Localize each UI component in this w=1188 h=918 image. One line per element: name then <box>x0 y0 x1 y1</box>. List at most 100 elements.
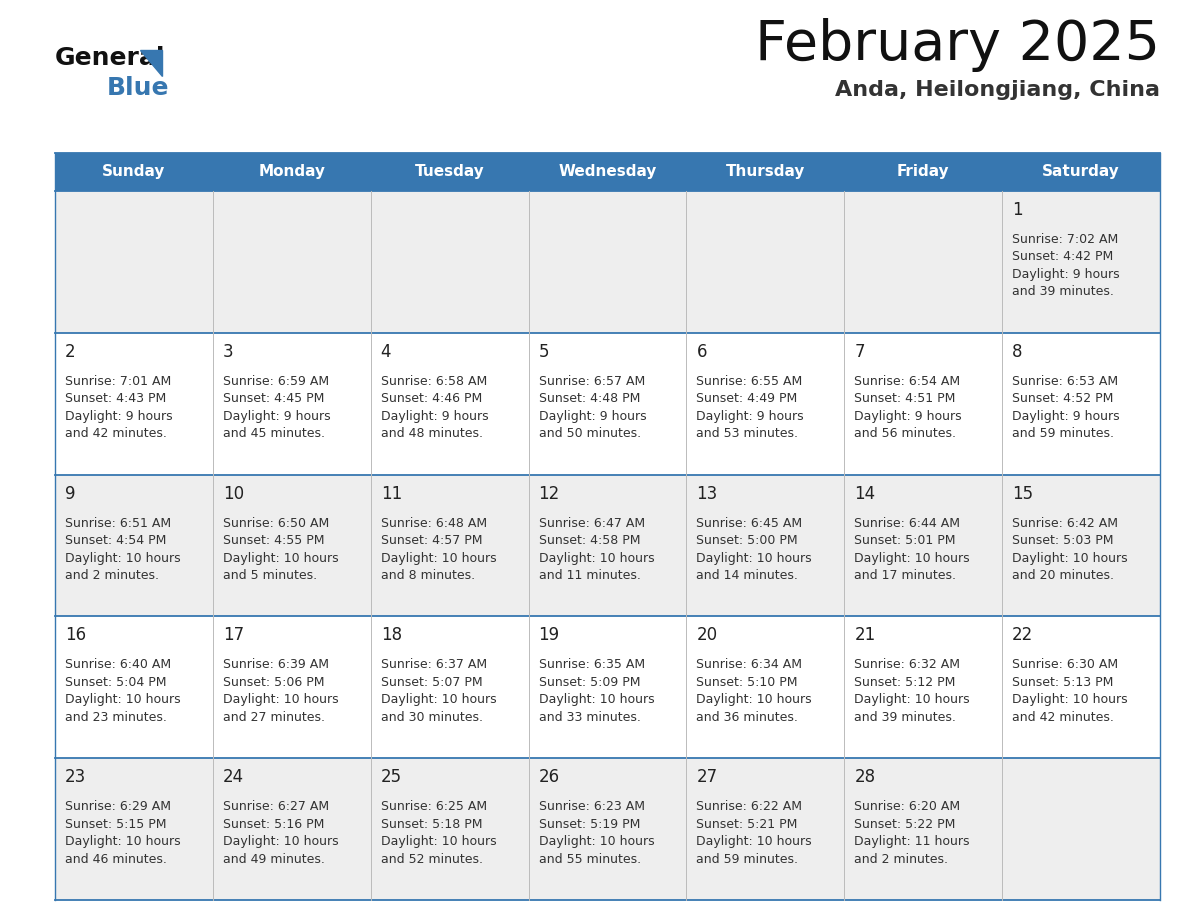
Text: Sunset: 4:45 PM: Sunset: 4:45 PM <box>223 392 324 406</box>
Text: and 2 minutes.: and 2 minutes. <box>65 569 159 582</box>
Text: and 5 minutes.: and 5 minutes. <box>223 569 317 582</box>
Text: 23: 23 <box>65 768 87 786</box>
Text: Daylight: 10 hours: Daylight: 10 hours <box>380 552 497 565</box>
Text: and 49 minutes.: and 49 minutes. <box>223 853 324 866</box>
Text: Daylight: 9 hours: Daylight: 9 hours <box>65 409 172 423</box>
Text: and 48 minutes.: and 48 minutes. <box>380 427 482 441</box>
Text: Sunset: 5:04 PM: Sunset: 5:04 PM <box>65 676 166 688</box>
Text: Sunrise: 6:47 AM: Sunrise: 6:47 AM <box>538 517 645 530</box>
Text: 22: 22 <box>1012 626 1034 644</box>
Text: 16: 16 <box>65 626 86 644</box>
Text: Sunrise: 6:35 AM: Sunrise: 6:35 AM <box>538 658 645 671</box>
Text: Sunset: 5:00 PM: Sunset: 5:00 PM <box>696 534 798 547</box>
Text: Sunset: 5:09 PM: Sunset: 5:09 PM <box>538 676 640 688</box>
Text: and 23 minutes.: and 23 minutes. <box>65 711 166 724</box>
Text: Daylight: 10 hours: Daylight: 10 hours <box>538 693 655 706</box>
Text: Sunset: 5:15 PM: Sunset: 5:15 PM <box>65 818 166 831</box>
Text: Sunrise: 6:55 AM: Sunrise: 6:55 AM <box>696 375 803 387</box>
Text: 24: 24 <box>223 768 244 786</box>
Text: Sunrise: 6:44 AM: Sunrise: 6:44 AM <box>854 517 960 530</box>
Text: Sunrise: 6:29 AM: Sunrise: 6:29 AM <box>65 800 171 813</box>
Text: and 42 minutes.: and 42 minutes. <box>65 427 166 441</box>
Text: Sunset: 5:13 PM: Sunset: 5:13 PM <box>1012 676 1113 688</box>
Bar <box>55 333 1159 475</box>
Text: Daylight: 10 hours: Daylight: 10 hours <box>380 693 497 706</box>
Text: 4: 4 <box>380 342 391 361</box>
Text: Sunset: 4:48 PM: Sunset: 4:48 PM <box>538 392 640 406</box>
Text: 1: 1 <box>1012 201 1023 219</box>
Text: 28: 28 <box>854 768 876 786</box>
Text: Sunset: 4:58 PM: Sunset: 4:58 PM <box>538 534 640 547</box>
Text: Sunset: 4:54 PM: Sunset: 4:54 PM <box>65 534 166 547</box>
Text: and 39 minutes.: and 39 minutes. <box>1012 285 1114 298</box>
Text: 15: 15 <box>1012 485 1034 502</box>
Text: Sunset: 5:19 PM: Sunset: 5:19 PM <box>538 818 640 831</box>
Text: 18: 18 <box>380 626 402 644</box>
Text: and 56 minutes.: and 56 minutes. <box>854 427 956 441</box>
Text: Sunset: 4:57 PM: Sunset: 4:57 PM <box>380 534 482 547</box>
Text: Sunset: 5:03 PM: Sunset: 5:03 PM <box>1012 534 1113 547</box>
Text: and 39 minutes.: and 39 minutes. <box>854 711 956 724</box>
Text: and 33 minutes.: and 33 minutes. <box>538 711 640 724</box>
Text: 19: 19 <box>538 626 560 644</box>
Text: Daylight: 10 hours: Daylight: 10 hours <box>223 835 339 848</box>
Text: Sunset: 5:18 PM: Sunset: 5:18 PM <box>380 818 482 831</box>
Text: 6: 6 <box>696 342 707 361</box>
Text: General: General <box>55 46 165 70</box>
Text: Friday: Friday <box>897 164 949 180</box>
Text: and 52 minutes.: and 52 minutes. <box>380 853 482 866</box>
Text: and 45 minutes.: and 45 minutes. <box>223 427 324 441</box>
Text: 9: 9 <box>65 485 76 502</box>
Text: Daylight: 9 hours: Daylight: 9 hours <box>854 409 962 423</box>
Polygon shape <box>140 50 162 76</box>
Text: Daylight: 9 hours: Daylight: 9 hours <box>380 409 488 423</box>
Text: 11: 11 <box>380 485 402 502</box>
Text: 10: 10 <box>223 485 244 502</box>
Text: Daylight: 10 hours: Daylight: 10 hours <box>223 552 339 565</box>
Text: Daylight: 9 hours: Daylight: 9 hours <box>1012 268 1120 281</box>
Text: and 8 minutes.: and 8 minutes. <box>380 569 475 582</box>
Text: and 59 minutes.: and 59 minutes. <box>1012 427 1114 441</box>
Text: Daylight: 10 hours: Daylight: 10 hours <box>65 693 181 706</box>
Text: and 36 minutes.: and 36 minutes. <box>696 711 798 724</box>
Text: 21: 21 <box>854 626 876 644</box>
Text: Daylight: 10 hours: Daylight: 10 hours <box>696 835 813 848</box>
Text: 14: 14 <box>854 485 876 502</box>
Bar <box>55 191 1159 333</box>
Text: Sunrise: 6:22 AM: Sunrise: 6:22 AM <box>696 800 802 813</box>
Text: Sunrise: 6:39 AM: Sunrise: 6:39 AM <box>223 658 329 671</box>
Text: Wednesday: Wednesday <box>558 164 657 180</box>
Text: Sunset: 4:42 PM: Sunset: 4:42 PM <box>1012 251 1113 263</box>
Text: 25: 25 <box>380 768 402 786</box>
Text: Blue: Blue <box>107 76 170 100</box>
Text: Tuesday: Tuesday <box>415 164 485 180</box>
Text: Sunrise: 6:40 AM: Sunrise: 6:40 AM <box>65 658 171 671</box>
Text: 27: 27 <box>696 768 718 786</box>
Text: Anda, Heilongjiang, China: Anda, Heilongjiang, China <box>835 80 1159 100</box>
Text: 26: 26 <box>538 768 560 786</box>
Bar <box>55 616 1159 758</box>
Bar <box>55 153 1159 191</box>
Text: Daylight: 10 hours: Daylight: 10 hours <box>223 693 339 706</box>
Text: Sunrise: 6:54 AM: Sunrise: 6:54 AM <box>854 375 960 387</box>
Text: Daylight: 10 hours: Daylight: 10 hours <box>538 835 655 848</box>
Text: Sunrise: 6:30 AM: Sunrise: 6:30 AM <box>1012 658 1118 671</box>
Text: Thursday: Thursday <box>726 164 805 180</box>
Text: Sunset: 4:43 PM: Sunset: 4:43 PM <box>65 392 166 406</box>
Bar <box>55 475 1159 616</box>
Text: Sunrise: 6:37 AM: Sunrise: 6:37 AM <box>380 658 487 671</box>
Text: and 42 minutes.: and 42 minutes. <box>1012 711 1114 724</box>
Text: Sunrise: 6:57 AM: Sunrise: 6:57 AM <box>538 375 645 387</box>
Text: Sunset: 5:06 PM: Sunset: 5:06 PM <box>223 676 324 688</box>
Text: Sunset: 5:07 PM: Sunset: 5:07 PM <box>380 676 482 688</box>
Text: Sunrise: 6:50 AM: Sunrise: 6:50 AM <box>223 517 329 530</box>
Text: Sunset: 4:49 PM: Sunset: 4:49 PM <box>696 392 797 406</box>
Text: Sunrise: 6:25 AM: Sunrise: 6:25 AM <box>380 800 487 813</box>
Text: Daylight: 10 hours: Daylight: 10 hours <box>696 693 813 706</box>
Text: Sunrise: 6:34 AM: Sunrise: 6:34 AM <box>696 658 802 671</box>
Bar <box>55 758 1159 900</box>
Text: Sunrise: 6:42 AM: Sunrise: 6:42 AM <box>1012 517 1118 530</box>
Text: Daylight: 10 hours: Daylight: 10 hours <box>1012 693 1127 706</box>
Text: Sunset: 4:52 PM: Sunset: 4:52 PM <box>1012 392 1113 406</box>
Text: Sunrise: 6:27 AM: Sunrise: 6:27 AM <box>223 800 329 813</box>
